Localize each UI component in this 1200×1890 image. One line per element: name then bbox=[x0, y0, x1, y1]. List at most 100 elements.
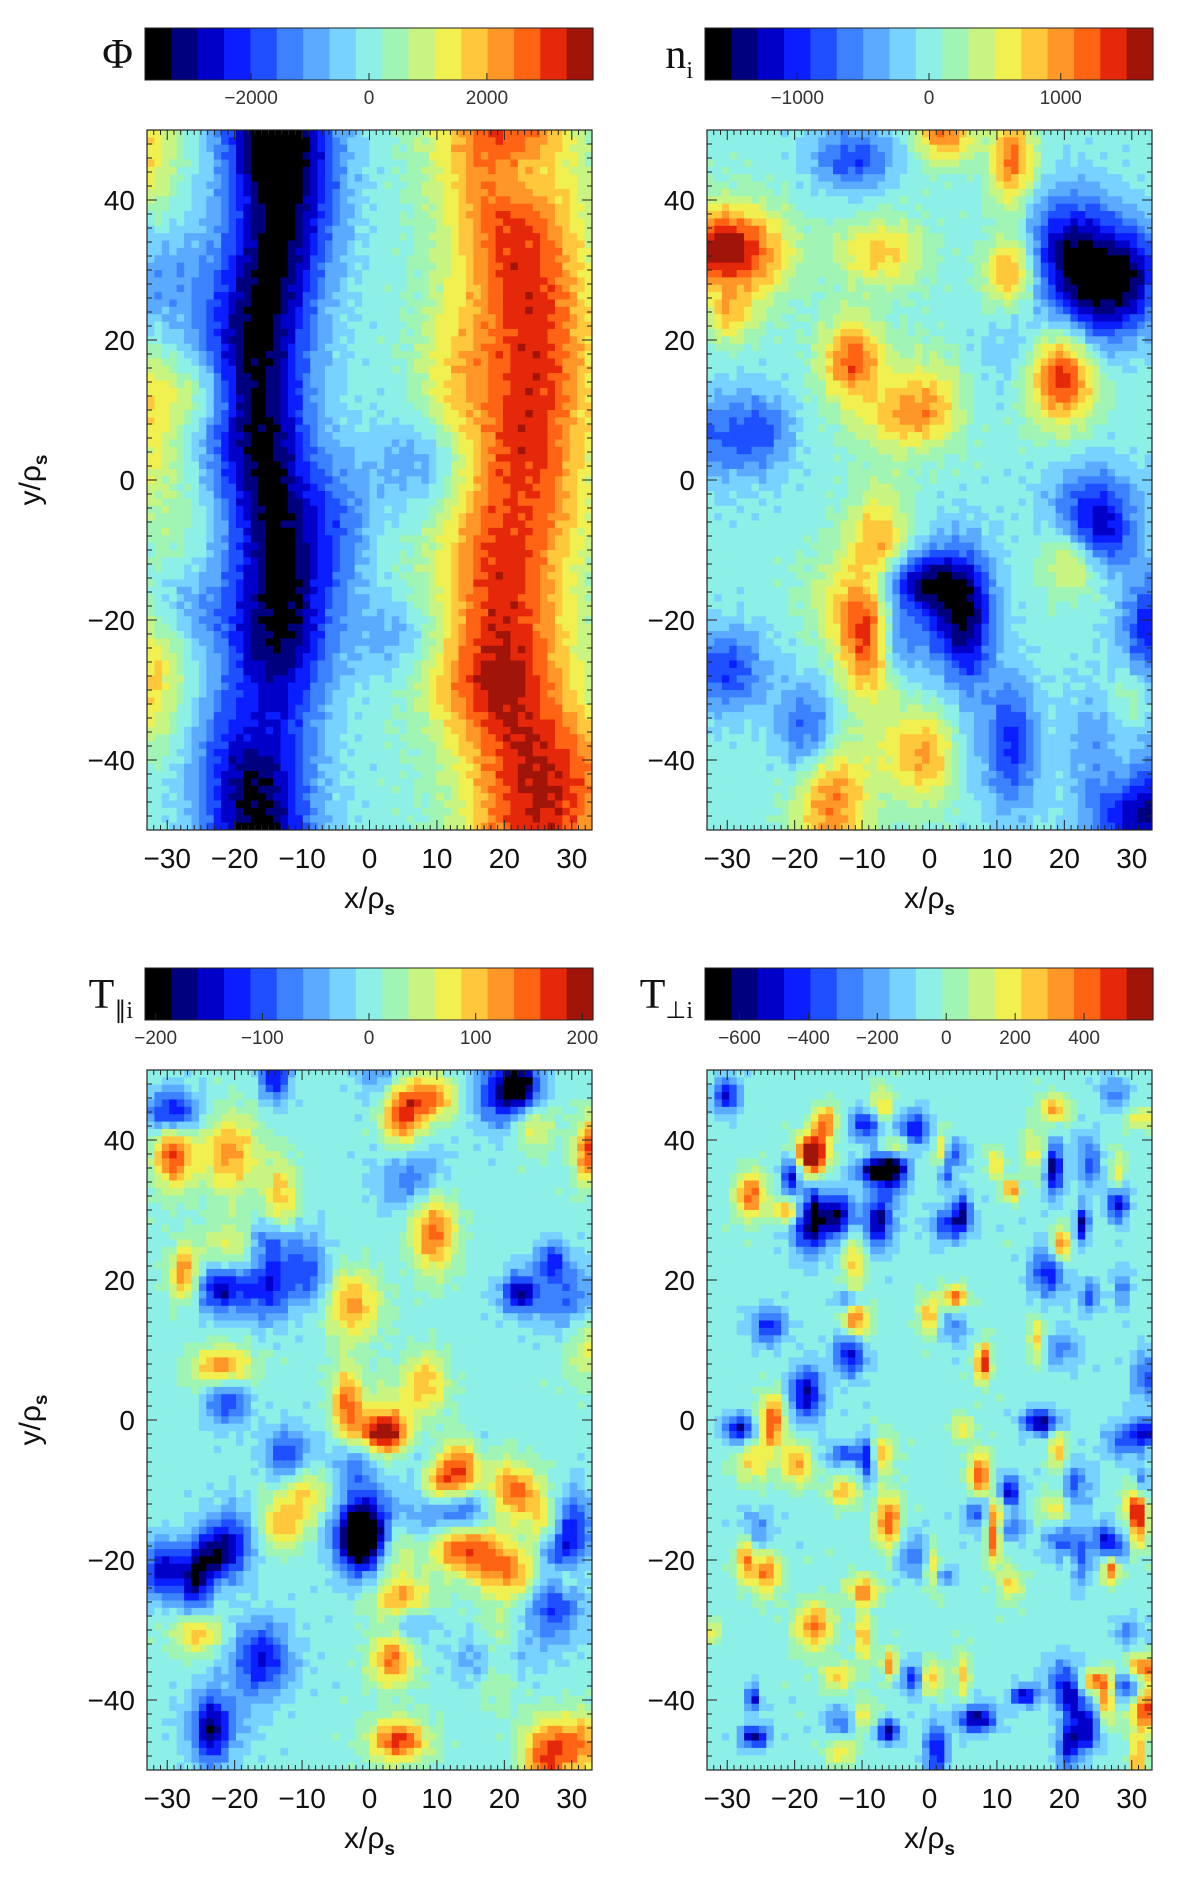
heatmap-cell bbox=[310, 425, 318, 433]
heatmap-cell bbox=[459, 344, 467, 352]
heatmap-cell bbox=[510, 447, 518, 455]
heatmap-cell bbox=[540, 248, 548, 256]
heatmap-cell bbox=[347, 565, 355, 573]
heatmap-cell bbox=[162, 182, 170, 190]
heatmap-cell bbox=[503, 174, 511, 182]
heatmap-cell bbox=[206, 410, 214, 418]
heatmap-cell bbox=[555, 381, 563, 389]
heatmap-cell bbox=[555, 351, 563, 359]
heatmap-cell bbox=[340, 557, 348, 565]
heatmap-cell bbox=[421, 196, 429, 204]
heatmap-cell bbox=[258, 469, 266, 477]
heatmap-cell bbox=[370, 425, 378, 433]
heatmap-cell bbox=[421, 579, 429, 587]
heatmap-cell bbox=[243, 410, 251, 418]
heatmap-cell bbox=[481, 182, 489, 190]
heatmap-cell bbox=[221, 255, 229, 263]
heatmap-cell bbox=[281, 322, 289, 330]
heatmap-cell bbox=[459, 572, 467, 580]
heatmap-cell bbox=[525, 646, 533, 654]
heatmap-cell bbox=[525, 322, 533, 330]
heatmap-cell bbox=[414, 255, 422, 263]
heatmap-cell bbox=[184, 447, 192, 455]
heatmap-cell bbox=[266, 683, 274, 691]
heatmap-cell bbox=[488, 167, 496, 175]
heatmap-cell bbox=[488, 734, 496, 742]
heatmap-cell bbox=[199, 204, 207, 212]
heatmap-cell bbox=[392, 727, 400, 735]
heatmap-cell bbox=[162, 270, 170, 278]
heatmap-cell bbox=[510, 587, 518, 595]
heatmap-cell bbox=[540, 454, 548, 462]
heatmap-cell bbox=[459, 410, 467, 418]
heatmap-cell bbox=[466, 624, 474, 632]
heatmap-cell bbox=[459, 587, 467, 595]
heatmap-cell bbox=[288, 137, 296, 145]
heatmap-cell bbox=[266, 653, 274, 661]
heatmap-cell bbox=[429, 506, 437, 514]
heatmap-cell bbox=[429, 388, 437, 396]
heatmap-cell bbox=[436, 218, 444, 226]
heatmap-cell bbox=[503, 683, 511, 691]
heatmap-cell bbox=[377, 204, 385, 212]
heatmap-cell bbox=[436, 381, 444, 389]
heatmap-cell bbox=[281, 167, 289, 175]
heatmap-cell bbox=[496, 528, 504, 536]
heatmap-cell bbox=[533, 550, 541, 558]
field-label-main: Φ bbox=[102, 32, 133, 78]
heatmap-cell bbox=[258, 697, 266, 705]
heatmap-cell bbox=[377, 557, 385, 565]
heatmap-cell bbox=[496, 602, 504, 610]
heatmap-cell bbox=[184, 587, 192, 595]
heatmap-cell bbox=[577, 565, 585, 573]
heatmap-cells bbox=[147, 130, 593, 831]
heatmap-cell bbox=[362, 661, 370, 669]
heatmap-cell bbox=[466, 218, 474, 226]
heatmap-cell bbox=[295, 557, 303, 565]
heatmap-cell bbox=[444, 314, 452, 322]
heatmap-cell bbox=[503, 403, 511, 411]
heatmap-cell bbox=[192, 159, 200, 167]
heatmap-cell bbox=[184, 307, 192, 315]
heatmap-cell bbox=[562, 719, 570, 727]
heatmap-cell bbox=[192, 624, 200, 632]
heatmap-cell bbox=[407, 285, 415, 293]
heatmap-cell bbox=[444, 211, 452, 219]
heatmap-cell bbox=[585, 174, 593, 182]
heatmap-cell bbox=[481, 174, 489, 182]
heatmap-cell bbox=[444, 712, 452, 720]
heatmap-cell bbox=[325, 373, 333, 381]
heatmap-cell bbox=[273, 462, 281, 470]
heatmap-cell bbox=[243, 631, 251, 639]
heatmap-cell bbox=[525, 498, 533, 506]
heatmap-cell bbox=[318, 329, 326, 337]
heatmap-cell bbox=[229, 344, 237, 352]
heatmap-cell bbox=[540, 366, 548, 374]
heatmap-cell bbox=[303, 705, 311, 713]
heatmap-cell bbox=[184, 218, 192, 226]
heatmap-cell bbox=[377, 410, 385, 418]
heatmap-cell bbox=[206, 602, 214, 610]
heatmap-cell bbox=[525, 336, 533, 344]
heatmap-cell bbox=[473, 226, 481, 234]
heatmap-cell bbox=[243, 395, 251, 403]
heatmap-cell bbox=[281, 631, 289, 639]
heatmap-cell bbox=[295, 579, 303, 587]
heatmap-cell bbox=[370, 609, 378, 617]
heatmap-cell bbox=[377, 336, 385, 344]
heatmap-cell bbox=[303, 241, 311, 249]
heatmap-cell bbox=[503, 159, 511, 167]
heatmap-cell bbox=[288, 248, 296, 256]
heatmap-cell bbox=[214, 661, 222, 669]
heatmap-cell bbox=[147, 292, 155, 300]
heatmap-cell bbox=[429, 616, 437, 624]
heatmap-cell bbox=[318, 373, 326, 381]
heatmap-cell bbox=[444, 513, 452, 521]
heatmap-cell bbox=[169, 653, 177, 661]
heatmap-cell bbox=[162, 152, 170, 160]
heatmap-cell bbox=[481, 270, 489, 278]
heatmap-cell bbox=[214, 366, 222, 374]
heatmap-cell bbox=[392, 565, 400, 573]
heatmap-cell bbox=[236, 646, 244, 654]
heatmap-cell bbox=[325, 454, 333, 462]
